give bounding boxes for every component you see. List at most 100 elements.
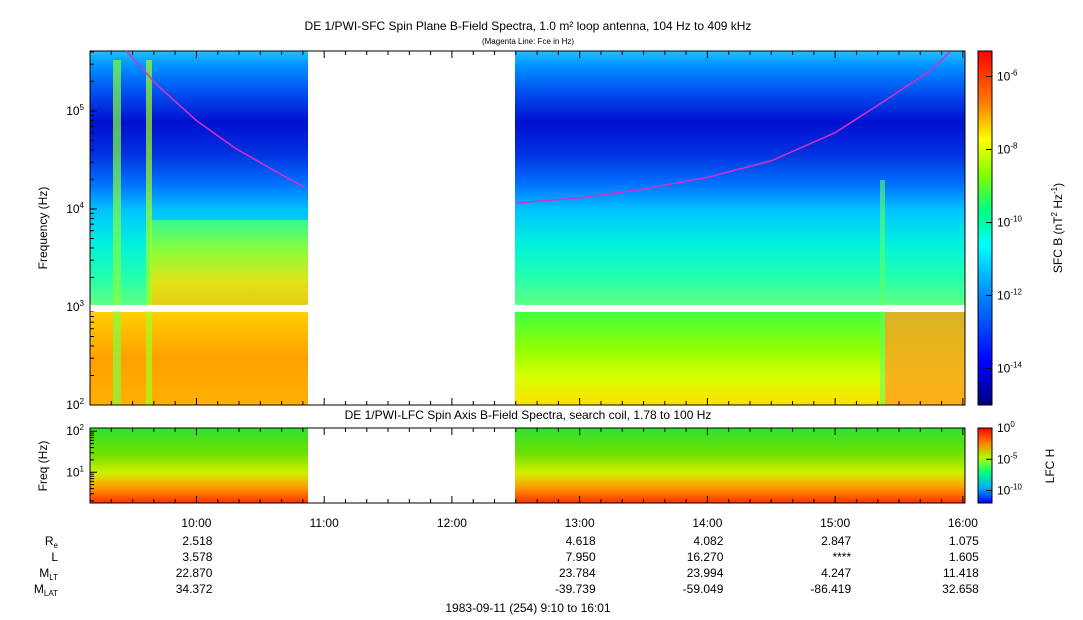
- ephemeris-row-label: Re: [45, 534, 59, 550]
- lfc-x-axis: 10:00 11:00 12:00 13:00 14:00 15:00 16:00: [110, 428, 978, 530]
- lfc-axes-frame: [89, 427, 966, 504]
- sfc-y-tick-mantissa: 10: [66, 300, 80, 314]
- sfc-cb-tick-mantissa: 10: [997, 216, 1011, 230]
- lfc-colorbar-gradient: [977, 427, 993, 504]
- x-tick-label: 11:00: [310, 516, 339, 530]
- sfc-spectrum-upper-band-right: [515, 51, 965, 306]
- sfc-y-tick-label: 102: [66, 397, 84, 412]
- time-range-caption: 1983-09-11 (254) 9:10 to 16:01: [445, 601, 611, 615]
- ephemeris-label-main: M: [39, 566, 49, 580]
- sfc-emission-spike-2: [146, 60, 152, 405]
- sfc-cb-label-b: 2: [1050, 211, 1059, 216]
- sfc-cb-tick-label: 10-6: [997, 69, 1018, 84]
- sfc-cb-tick-label: 10-14: [997, 361, 1022, 376]
- sfc-axes-frame: [89, 50, 966, 406]
- sfc-cb-tick-label: 10-12: [997, 288, 1022, 303]
- ephemeris-value: 1.075: [949, 534, 979, 548]
- x-tick-label: 15:00: [820, 516, 850, 530]
- sfc-cb-tick-label: 10-10: [997, 215, 1022, 230]
- ephemeris-table: Re 2.518 4.618 4.082 2.847 1.075 L 3.578 7.950 16…: [34, 534, 979, 598]
- lfc-cb-tick-exponent: 0: [1010, 420, 1015, 429]
- sfc-emission-spike-1: [113, 60, 121, 405]
- ephemeris-value: 2.847: [821, 534, 851, 548]
- x-tick-label: 13:00: [565, 516, 595, 530]
- ephemeris-label-sub: LAT: [44, 589, 58, 598]
- ephemeris-value: 16.270: [687, 550, 724, 564]
- ephemeris-label-main: R: [45, 534, 54, 548]
- sfc-subtitle: (Magenta Line: Fce in Hz): [482, 37, 574, 46]
- ephemeris-value: 23.994: [687, 566, 724, 580]
- lfc-cb-tick-mantissa: 10: [997, 421, 1011, 435]
- lfc-y-tick-label: 101: [66, 464, 84, 479]
- sfc-y-tick-exponent: 2: [80, 397, 85, 406]
- sfc-y-tick-label: 103: [66, 299, 84, 314]
- sfc-emission-left-lowfreq: [150, 220, 308, 306]
- sfc-colorbar-label: SFC B (nT2 Hz-1): [1050, 183, 1065, 273]
- ephemeris-value: 4.082: [693, 534, 723, 548]
- lfc-cb-tick-exponent: -5: [1010, 451, 1018, 460]
- sfc-cb-tick-mantissa: 10: [997, 70, 1011, 84]
- ephemeris-row-label: MLAT: [34, 582, 58, 598]
- sfc-cb-tick-exponent: -8: [1010, 142, 1018, 151]
- ephemeris-value: 34.372: [176, 582, 213, 596]
- sfc-y-tick-mantissa: 10: [66, 202, 80, 216]
- sfc-emission-spike-3: [880, 180, 885, 405]
- sfc-cb-tick-mantissa: 10: [997, 289, 1011, 303]
- lfc-spectrum-right: [515, 428, 965, 503]
- x-tick-label: 16:00: [948, 516, 978, 530]
- sfc-cb-label-a: SFC B (nT: [1051, 216, 1065, 273]
- lfc-cb-tick-label: 100: [997, 420, 1015, 435]
- lfc-y-tick-mantissa: 10: [66, 465, 80, 479]
- sfc-y-label: Frequency (Hz): [36, 187, 50, 270]
- sfc-cb-label-d: -1: [1050, 186, 1059, 194]
- sfc-band-gap: [90, 304, 965, 312]
- ephemeris-value: -59.049: [683, 582, 724, 596]
- ephemeris-value: 7.950: [566, 550, 596, 564]
- ephemeris-row-label: L: [51, 550, 58, 564]
- x-tick-label: 10:00: [181, 516, 211, 530]
- ephemeris-row-label: MLT: [39, 566, 58, 582]
- sfc-y-tick-label: 104: [66, 201, 84, 216]
- sfc-cb-tick-mantissa: 10: [997, 143, 1011, 157]
- sfc-y-tick-mantissa: 10: [66, 104, 80, 118]
- sfc-x-ticks: [110, 51, 964, 405]
- ephemeris-value: 23.784: [559, 566, 596, 580]
- lfc-title: DE 1/PWI-LFC Spin Axis B-Field Spectra, …: [345, 408, 712, 422]
- sfc-y-tick-exponent: 5: [80, 103, 85, 112]
- ephemeris-value: 11.418: [943, 566, 979, 580]
- sfc-y-tick-exponent: 4: [80, 201, 85, 210]
- sfc-cb-label-c: Hz: [1051, 194, 1065, 212]
- lfc-cb-tick-label: 10-5: [997, 451, 1018, 466]
- ephemeris-value: 4.618: [566, 534, 596, 548]
- sfc-cb-tick-exponent: -14: [1010, 361, 1022, 370]
- sfc-title: DE 1/PWI-SFC Spin Plane B-Field Spectra,…: [305, 19, 752, 33]
- lfc-cb-tick-mantissa: 10: [997, 484, 1011, 498]
- lfc-cb-tick-mantissa: 10: [997, 452, 1011, 466]
- sfc-lower-band-left: [90, 312, 308, 405]
- lfc-cb-tick-exponent: -10: [1010, 483, 1022, 492]
- lfc-y-tick-mantissa: 10: [66, 424, 80, 438]
- fce-line-segment-2: [515, 51, 951, 204]
- sfc-emission-right-burst: [885, 312, 965, 405]
- lfc-colorbar-label: LFC H: [1043, 449, 1057, 484]
- sfc-cb-tick-exponent: -6: [1010, 69, 1018, 78]
- ephemeris-label-sub: LT: [49, 573, 58, 582]
- ephemeris-value: 2.518: [182, 534, 212, 548]
- lfc-y-tick-exponent: 2: [80, 423, 85, 432]
- ephemeris-value: -86.419: [810, 582, 851, 596]
- ephemeris-value: -39.739: [555, 582, 596, 596]
- sfc-y-tick-mantissa: 10: [66, 398, 80, 412]
- ephemeris-value: 3.578: [182, 550, 212, 564]
- lfc-cb-tick-label: 10-10: [997, 483, 1022, 498]
- ephemeris-label-main: L: [51, 550, 58, 564]
- ephemeris-value: 1.605: [949, 550, 979, 564]
- ephemeris-label-sub: e: [54, 541, 59, 550]
